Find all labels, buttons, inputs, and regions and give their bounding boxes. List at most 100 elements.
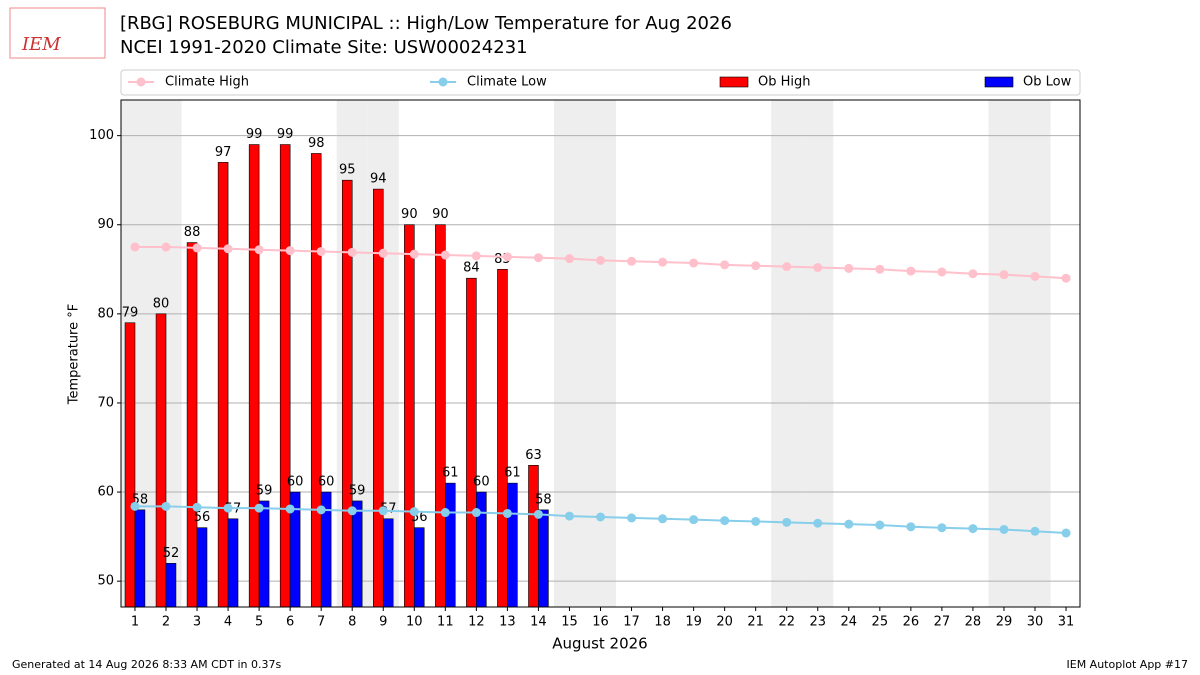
x-tick-label: 1: [131, 615, 139, 630]
data-label: 60: [473, 475, 490, 490]
bar: [258, 500, 270, 608]
y-tick-label: 100: [89, 128, 114, 143]
legend-label: Climate High: [165, 75, 249, 90]
bar: [497, 268, 508, 608]
bar: [155, 313, 167, 608]
bar: [165, 563, 177, 608]
x-tick-label: 11: [437, 615, 454, 630]
marker: [658, 514, 668, 524]
weekend-band: [1019, 100, 1051, 607]
marker: [378, 248, 388, 258]
marker: [875, 264, 885, 274]
x-tick-label: 30: [1027, 615, 1044, 630]
x-tick-label: 17: [623, 615, 640, 630]
marker: [596, 512, 605, 522]
bar: [445, 482, 456, 608]
bar: [341, 179, 353, 608]
marker: [968, 269, 978, 279]
marker: [440, 250, 450, 260]
legend-label: Ob High: [758, 75, 811, 90]
marker: [564, 254, 574, 264]
marker: [254, 503, 264, 513]
marker: [1030, 526, 1040, 536]
legend-label: Climate Low: [467, 75, 547, 90]
data-label: 94: [370, 172, 387, 187]
data-label: 56: [194, 510, 211, 525]
legend: [120, 69, 1081, 96]
data-label: 80: [153, 296, 170, 311]
marker: [471, 251, 481, 261]
marker: [658, 257, 668, 267]
marker: [720, 260, 730, 270]
x-tick-label: 29: [996, 615, 1013, 630]
marker: [533, 253, 543, 263]
marker: [223, 503, 233, 513]
x-tick-label: 27: [934, 615, 951, 630]
x-tick-label: 24: [841, 615, 858, 630]
y-tick-label: 80: [97, 306, 114, 321]
marker: [596, 255, 605, 265]
x-tick-label: 12: [468, 615, 485, 630]
marker: [285, 504, 295, 514]
x-tick-label: 13: [499, 615, 516, 630]
marker: [906, 266, 916, 276]
x-tick-label: 16: [592, 615, 609, 630]
x-tick-label: 21: [747, 615, 764, 630]
data-label: 95: [339, 163, 356, 178]
marker: [875, 520, 885, 530]
data-label: 63: [525, 448, 542, 463]
x-tick-label: 22: [778, 615, 795, 630]
marker: [1061, 273, 1071, 283]
x-tick-label: 4: [224, 615, 232, 630]
marker: [502, 252, 512, 262]
x-axis-label: August 2026: [552, 635, 647, 653]
data-label: 84: [463, 261, 480, 276]
bar: [310, 153, 322, 608]
bar: [124, 322, 136, 608]
x-tick-label: 25: [872, 615, 889, 630]
x-tick-label: 8: [348, 615, 356, 630]
data-label: 60: [287, 475, 304, 490]
bar: [217, 162, 229, 608]
x-tick-label: 28: [965, 615, 982, 630]
marker: [347, 247, 357, 257]
weekend-band: [553, 100, 585, 607]
marker: [285, 246, 295, 256]
legend-label: Ob Low: [1023, 75, 1072, 90]
data-label: 98: [308, 136, 325, 151]
data-label: 59: [256, 483, 273, 498]
data-label: 79: [122, 305, 139, 320]
weekend-band: [988, 100, 1020, 607]
legend-swatch: [719, 76, 749, 88]
bar: [186, 242, 198, 608]
marker: [161, 501, 171, 511]
x-tick-label: 14: [530, 615, 547, 630]
marker: [192, 502, 202, 512]
bar: [382, 518, 394, 608]
data-label: 58: [535, 492, 552, 507]
x-tick-label: 7: [317, 615, 325, 630]
bar: [279, 144, 291, 608]
bar: [466, 277, 477, 608]
data-label: 90: [401, 207, 418, 222]
x-tick-label: 9: [379, 615, 387, 630]
x-tick-label: 3: [193, 615, 201, 630]
marker: [254, 245, 264, 255]
y-tick-label: 50: [97, 574, 114, 589]
marker: [223, 244, 233, 254]
marker: [409, 507, 419, 517]
marker: [161, 242, 171, 252]
footer-left: Generated at 14 Aug 2026 8:33 AM CDT in …: [12, 658, 281, 671]
x-tick-label: 18: [654, 615, 671, 630]
marker: [782, 262, 792, 272]
marker: [751, 516, 761, 526]
marker: [564, 511, 574, 521]
bar: [435, 224, 446, 608]
x-tick-label: 26: [903, 615, 920, 630]
marker: [813, 518, 823, 528]
marker: [968, 524, 978, 534]
data-label: 90: [432, 207, 449, 222]
marker: [720, 516, 730, 526]
marker: [192, 243, 202, 253]
